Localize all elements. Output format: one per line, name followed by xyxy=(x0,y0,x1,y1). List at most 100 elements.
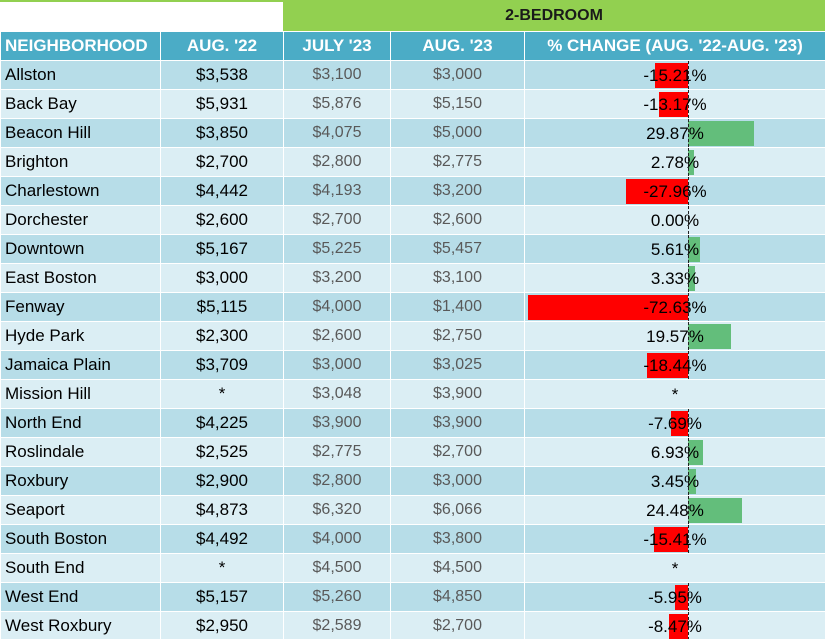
cell-aug23[interactable]: $3,900 xyxy=(390,408,525,438)
cell-jul23[interactable]: $2,800 xyxy=(283,147,391,177)
cell-neighborhood[interactable]: Brighton xyxy=(0,147,161,177)
cell-pct-change[interactable]: -27.96% xyxy=(524,176,825,206)
cell-aug22[interactable]: $5,167 xyxy=(160,234,284,264)
cell-neighborhood[interactable]: South End xyxy=(0,553,161,583)
cell-aug22[interactable]: $3,538 xyxy=(160,60,284,90)
cell-aug22[interactable]: $3,850 xyxy=(160,118,284,148)
cell-neighborhood[interactable]: Seaport xyxy=(0,495,161,525)
cell-jul23[interactable]: $5,260 xyxy=(283,582,391,612)
cell-aug23[interactable]: $3,000 xyxy=(390,60,525,90)
cell-jul23[interactable]: $3,048 xyxy=(283,379,391,409)
cell-neighborhood[interactable]: East Boston xyxy=(0,263,161,293)
cell-neighborhood[interactable]: Fenway xyxy=(0,292,161,322)
cell-aug22[interactable]: $2,950 xyxy=(160,611,284,639)
header-jul23[interactable]: JULY '23 xyxy=(283,31,391,61)
cell-jul23[interactable]: $3,000 xyxy=(283,350,391,380)
cell-pct-change[interactable]: -13.17% xyxy=(524,89,825,119)
cell-jul23[interactable]: $4,000 xyxy=(283,292,391,322)
cell-neighborhood[interactable]: Charlestown xyxy=(0,176,161,206)
cell-pct-change[interactable]: -15.21% xyxy=(524,60,825,90)
cell-aug23[interactable]: $3,000 xyxy=(390,466,525,496)
cell-neighborhood[interactable]: Allston xyxy=(0,60,161,90)
cell-neighborhood[interactable]: Roslindale xyxy=(0,437,161,467)
cell-neighborhood[interactable]: Dorchester xyxy=(0,205,161,235)
cell-neighborhood[interactable]: Mission Hill xyxy=(0,379,161,409)
cell-pct-change[interactable]: 29.87% xyxy=(524,118,825,148)
cell-aug23[interactable]: $5,457 xyxy=(390,234,525,264)
cell-pct-change[interactable]: -18.44% xyxy=(524,350,825,380)
cell-aug23[interactable]: $3,900 xyxy=(390,379,525,409)
cell-aug22[interactable]: $3,709 xyxy=(160,350,284,380)
cell-aug22[interactable]: $3,000 xyxy=(160,263,284,293)
cell-aug22[interactable]: $5,157 xyxy=(160,582,284,612)
cell-aug23[interactable]: $3,800 xyxy=(390,524,525,554)
cell-neighborhood[interactable]: South Boston xyxy=(0,524,161,554)
cell-aug23[interactable]: $1,400 xyxy=(390,292,525,322)
cell-aug23[interactable]: $3,200 xyxy=(390,176,525,206)
cell-neighborhood[interactable]: Beacon Hill xyxy=(0,118,161,148)
cell-jul23[interactable]: $2,775 xyxy=(283,437,391,467)
cell-pct-change[interactable]: * xyxy=(524,379,825,409)
cell-jul23[interactable]: $5,225 xyxy=(283,234,391,264)
cell-aug23[interactable]: $3,100 xyxy=(390,263,525,293)
cell-pct-change[interactable]: 19.57% xyxy=(524,321,825,351)
cell-jul23[interactable]: $2,600 xyxy=(283,321,391,351)
cell-aug23[interactable]: $6,066 xyxy=(390,495,525,525)
cell-aug22[interactable]: $2,700 xyxy=(160,147,284,177)
header-aug23[interactable]: AUG. '23 xyxy=(390,31,525,61)
cell-aug23[interactable]: $3,025 xyxy=(390,350,525,380)
cell-aug22[interactable]: * xyxy=(160,553,284,583)
cell-neighborhood[interactable]: Jamaica Plain xyxy=(0,350,161,380)
cell-aug23[interactable]: $2,700 xyxy=(390,437,525,467)
cell-jul23[interactable]: $4,193 xyxy=(283,176,391,206)
cell-pct-change[interactable]: -8.47% xyxy=(524,611,825,639)
cell-pct-change[interactable]: 5.61% xyxy=(524,234,825,264)
cell-pct-change[interactable]: 6.93% xyxy=(524,437,825,467)
cell-aug22[interactable]: $2,525 xyxy=(160,437,284,467)
cell-aug22[interactable]: $4,225 xyxy=(160,408,284,438)
cell-aug22[interactable]: $2,600 xyxy=(160,205,284,235)
cell-pct-change[interactable]: 0.00% xyxy=(524,205,825,235)
cell-jul23[interactable]: $3,200 xyxy=(283,263,391,293)
cell-aug22[interactable]: $4,873 xyxy=(160,495,284,525)
cell-pct-change[interactable]: 3.33% xyxy=(524,263,825,293)
cell-aug23[interactable]: $2,600 xyxy=(390,205,525,235)
cell-pct-change[interactable]: -5.95% xyxy=(524,582,825,612)
cell-aug22[interactable]: $4,492 xyxy=(160,524,284,554)
cell-jul23[interactable]: $3,100 xyxy=(283,60,391,90)
header-aug22[interactable]: AUG. '22 xyxy=(160,31,284,61)
cell-pct-change[interactable]: -7.69% xyxy=(524,408,825,438)
cell-jul23[interactable]: $3,900 xyxy=(283,408,391,438)
cell-pct-change[interactable]: 3.45% xyxy=(524,466,825,496)
cell-aug22[interactable]: $4,442 xyxy=(160,176,284,206)
cell-jul23[interactable]: $2,800 xyxy=(283,466,391,496)
cell-neighborhood[interactable]: West End xyxy=(0,582,161,612)
cell-aug23[interactable]: $4,500 xyxy=(390,553,525,583)
cell-jul23[interactable]: $6,320 xyxy=(283,495,391,525)
cell-neighborhood[interactable]: North End xyxy=(0,408,161,438)
cell-aug23[interactable]: $5,150 xyxy=(390,89,525,119)
cell-aug22[interactable]: $2,300 xyxy=(160,321,284,351)
cell-aug22[interactable]: $2,900 xyxy=(160,466,284,496)
cell-jul23[interactable]: $5,876 xyxy=(283,89,391,119)
cell-jul23[interactable]: $4,075 xyxy=(283,118,391,148)
cell-pct-change[interactable]: * xyxy=(524,553,825,583)
cell-jul23[interactable]: $2,589 xyxy=(283,611,391,639)
cell-jul23[interactable]: $2,700 xyxy=(283,205,391,235)
cell-neighborhood[interactable]: Downtown xyxy=(0,234,161,264)
cell-aug23[interactable]: $5,000 xyxy=(390,118,525,148)
header-neighborhood[interactable]: NEIGHBORHOOD xyxy=(0,31,161,61)
cell-neighborhood[interactable]: Roxbury xyxy=(0,466,161,496)
cell-aug22[interactable]: $5,115 xyxy=(160,292,284,322)
cell-aug22[interactable]: * xyxy=(160,379,284,409)
cell-pct-change[interactable]: -72.63% xyxy=(524,292,825,322)
cell-aug23[interactable]: $2,700 xyxy=(390,611,525,639)
cell-aug23[interactable]: $4,850 xyxy=(390,582,525,612)
cell-pct-change[interactable]: -15.41% xyxy=(524,524,825,554)
cell-jul23[interactable]: $4,500 xyxy=(283,553,391,583)
cell-neighborhood[interactable]: Hyde Park xyxy=(0,321,161,351)
cell-neighborhood[interactable]: West Roxbury xyxy=(0,611,161,639)
cell-neighborhood[interactable]: Back Bay xyxy=(0,89,161,119)
header-pct-change[interactable]: % CHANGE (AUG. '22-AUG. '23) xyxy=(524,31,825,61)
cell-pct-change[interactable]: 24.48% xyxy=(524,495,825,525)
